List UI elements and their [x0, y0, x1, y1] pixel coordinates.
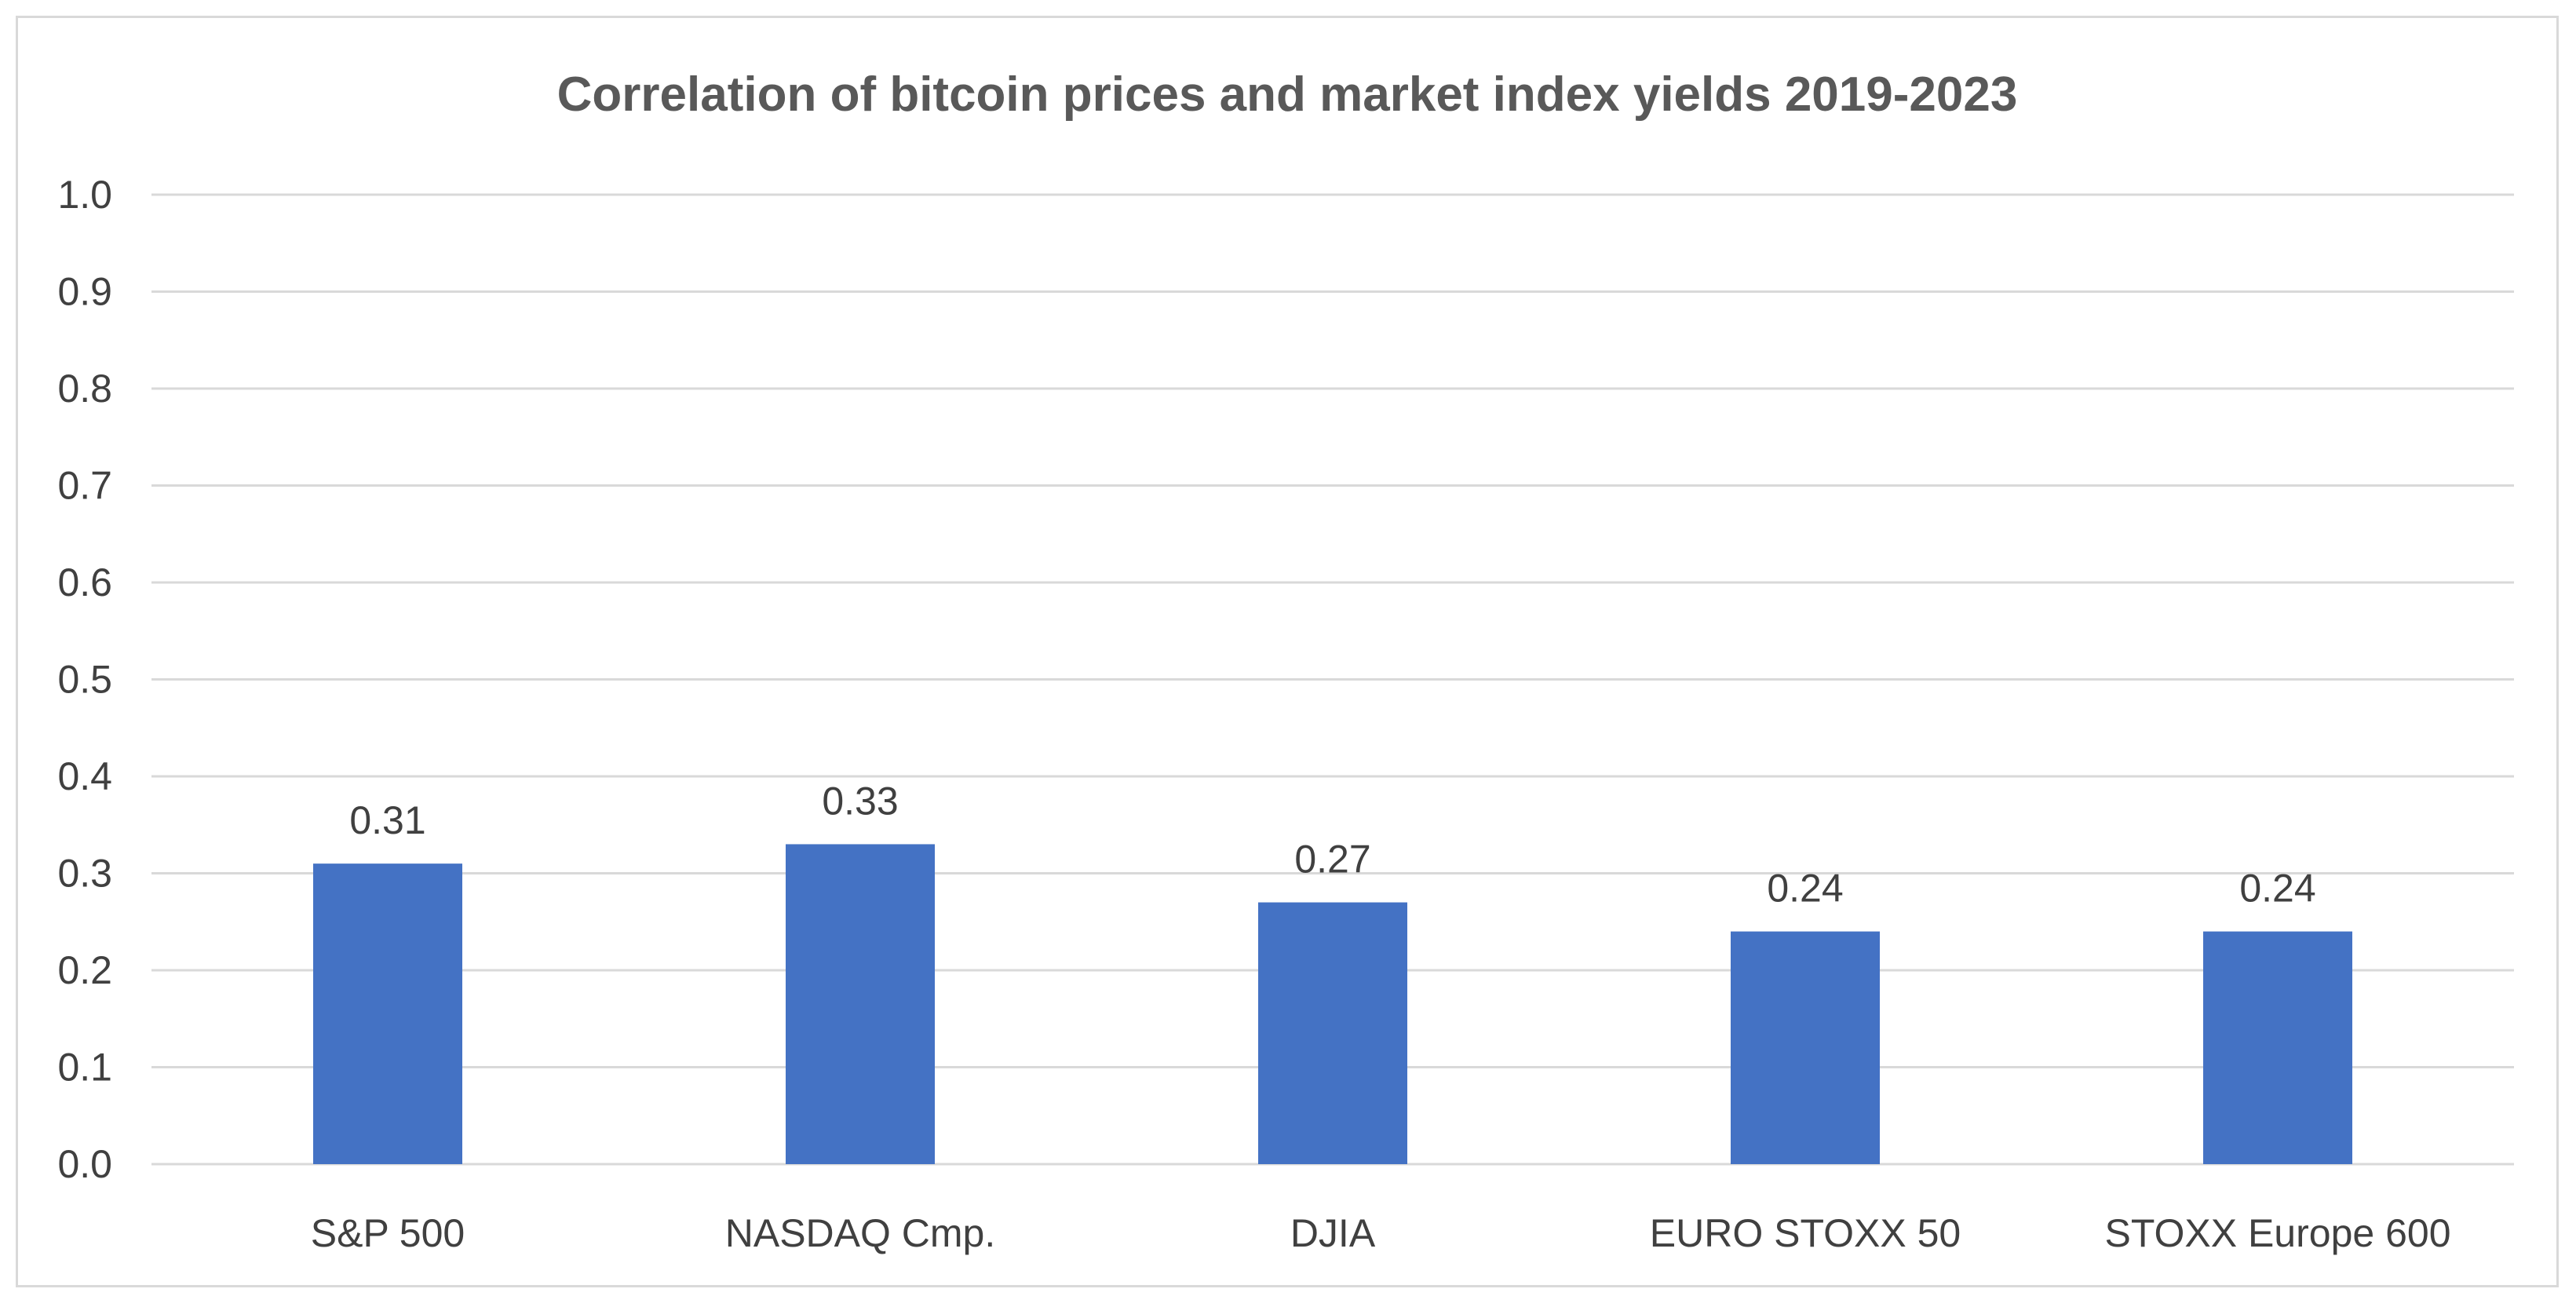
y-tick-label: 0.7 [57, 464, 112, 508]
y-tick-label: 0.4 [57, 754, 112, 798]
y-axis-ticks: 0.0 0.1 0.2 0.3 0.4 0.5 0.6 0.7 0.8 0.9 1.0 [57, 173, 112, 1186]
y-tick-label: 0.6 [57, 560, 112, 604]
data-label: 0.33 [822, 779, 898, 823]
x-axis-categories: S&P 500 NASDAQ Cmp. DJIA EURO STOXX 50 STOXX… [311, 1211, 2451, 1255]
gridlines [151, 193, 2514, 1166]
y-tick-label: 0.1 [57, 1046, 112, 1090]
y-tick-label: 0.9 [57, 270, 112, 314]
bar [1731, 931, 1880, 1164]
bar [2203, 931, 2352, 1164]
bar [1258, 902, 1407, 1164]
x-category-label: STOXX Europe 600 [2104, 1211, 2450, 1255]
x-category-label: EURO STOXX 50 [1650, 1211, 1961, 1255]
data-labels: 0.31 0.33 0.27 0.24 0.24 [349, 779, 2315, 910]
bar [786, 844, 935, 1164]
data-label: 0.24 [1767, 867, 1843, 911]
bar [313, 863, 462, 1164]
y-tick-label: 0.5 [57, 658, 112, 702]
data-label: 0.27 [1294, 838, 1370, 882]
bars [313, 844, 2352, 1164]
data-label: 0.24 [2239, 867, 2315, 911]
x-category-label: DJIA [1290, 1211, 1376, 1255]
x-category-label: NASDAQ Cmp. [725, 1211, 996, 1255]
chart-title: Correlation of bitcoin prices and market… [557, 68, 2018, 122]
bar-chart: Correlation of bitcoin prices and market… [57, 68, 2514, 1255]
y-tick-label: 0.3 [57, 852, 112, 896]
y-tick-label: 0.2 [57, 948, 112, 992]
data-label: 0.31 [349, 798, 425, 842]
y-tick-label: 0.0 [57, 1142, 112, 1186]
y-tick-label: 0.8 [57, 367, 112, 411]
chart-frame: Correlation of bitcoin prices and market… [16, 16, 2559, 1287]
x-category-label: S&P 500 [311, 1211, 465, 1255]
y-tick-label: 1.0 [57, 173, 112, 217]
